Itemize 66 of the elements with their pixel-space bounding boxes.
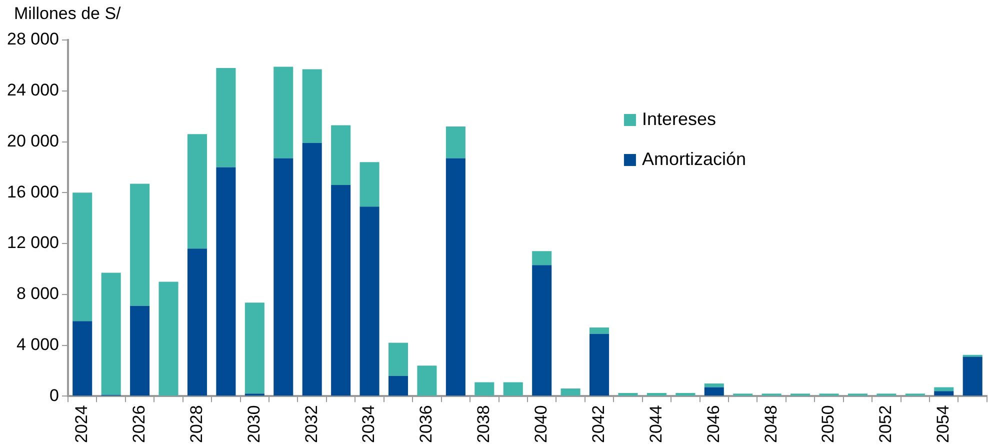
bar <box>417 366 437 396</box>
x-tick-label: 2038 <box>474 405 494 444</box>
bar <box>130 184 150 306</box>
bar <box>360 162 380 207</box>
bar <box>216 68 236 168</box>
bar <box>388 376 408 396</box>
bar <box>934 387 954 392</box>
x-tick-label: 2050 <box>818 405 838 444</box>
bar <box>216 167 236 396</box>
x-tick-label: 2028 <box>186 405 206 444</box>
bar <box>244 302 264 394</box>
bar <box>274 158 294 396</box>
bar <box>158 282 178 396</box>
x-tick-label: 2034 <box>359 405 378 444</box>
bar <box>302 143 322 396</box>
legend-label: Intereses <box>642 108 716 129</box>
x-tick-label: 2044 <box>646 405 666 444</box>
bar <box>474 382 494 396</box>
y-tick-label: 0 <box>50 386 59 405</box>
bar <box>560 388 580 396</box>
bar <box>302 69 322 144</box>
bar <box>187 134 207 249</box>
x-tick-label: 2040 <box>532 405 551 444</box>
x-tick-label: 2032 <box>302 405 321 444</box>
bar <box>532 251 552 266</box>
bar <box>618 393 638 396</box>
bar <box>187 248 207 396</box>
bar <box>274 66 294 158</box>
x-tick-label: 2046 <box>704 405 723 444</box>
bar <box>388 342 408 376</box>
y-tick-label: 12 000 <box>6 233 59 252</box>
bar <box>704 383 724 388</box>
bar <box>331 185 351 396</box>
bar <box>72 192 92 322</box>
x-tick-label: 2042 <box>588 405 608 444</box>
x-tick-label: 2024 <box>72 405 92 444</box>
bar <box>532 265 552 396</box>
bar <box>934 391 954 396</box>
bar <box>962 356 982 396</box>
bar <box>590 334 610 396</box>
bar <box>676 393 696 396</box>
y-tick-label: 8 000 <box>16 284 59 304</box>
y-tick-label: 28 000 <box>6 30 59 49</box>
x-tick-label: 2048 <box>761 405 780 444</box>
bar <box>331 125 351 186</box>
x-tick-label: 2052 <box>876 405 896 444</box>
x-tick-label: 2054 <box>934 405 953 444</box>
y-tick-label: 24 000 <box>6 80 59 100</box>
x-tick-label: 2030 <box>244 405 264 444</box>
bar <box>446 126 466 158</box>
bar <box>503 382 523 396</box>
x-tick-label: 2026 <box>129 405 148 444</box>
legend-label: Amortización <box>642 148 746 169</box>
bar <box>72 321 92 396</box>
bar <box>446 158 466 396</box>
bar <box>590 327 610 334</box>
bar <box>360 206 380 396</box>
y-tick-label: 4 000 <box>16 334 59 354</box>
bar <box>130 306 150 396</box>
bar <box>646 393 666 396</box>
y-tick-label: 16 000 <box>6 182 59 202</box>
x-tick-label: 2036 <box>416 405 436 444</box>
bar <box>101 272 121 395</box>
bar <box>704 387 724 396</box>
y-tick-label: 20 000 <box>6 131 59 150</box>
y-axis-title: Millones de S/ <box>14 4 121 24</box>
